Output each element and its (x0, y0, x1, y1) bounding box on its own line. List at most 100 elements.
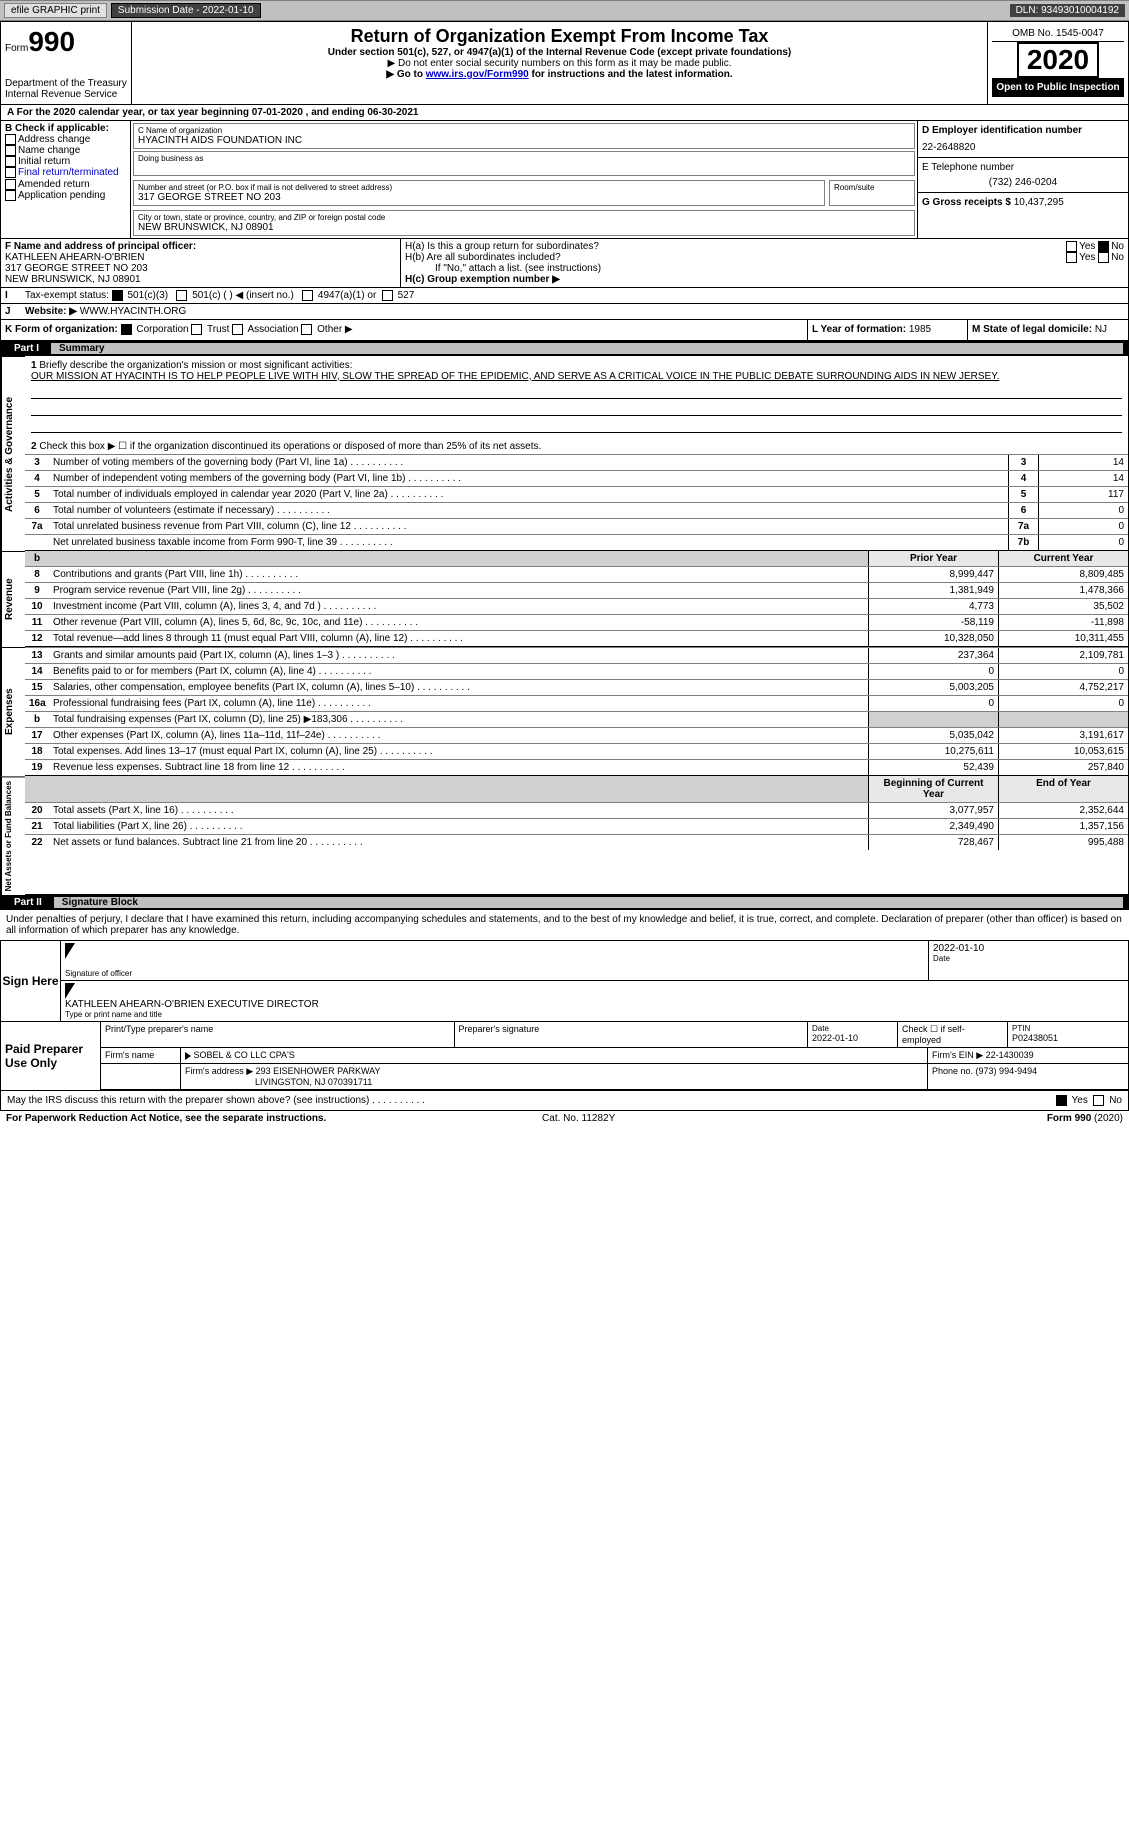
section-k-l-m: K Form of organization: Corporation Trus… (0, 320, 1129, 340)
cb-address-change[interactable] (5, 134, 16, 145)
hc-label: H(c) Group exemption number ▶ (405, 274, 1124, 285)
gov-row: 6 Total number of volunteers (estimate i… (25, 502, 1128, 518)
fin-row: 8 Contributions and grants (Part VIII, l… (25, 566, 1128, 582)
cb-501c3[interactable] (112, 290, 123, 301)
page-footer: For Paperwork Reduction Act Notice, see … (0, 1110, 1129, 1126)
note-ssn: Do not enter social security numbers on … (398, 58, 731, 69)
line1-label: Briefly describe the organization's miss… (39, 360, 352, 371)
b-title: B Check if applicable: (5, 123, 126, 134)
fin-row: 9 Program service revenue (Part VIII, li… (25, 582, 1128, 598)
cb-discuss-no[interactable] (1093, 1095, 1104, 1106)
gov-row: 7a Total unrelated business revenue from… (25, 518, 1128, 534)
fin-row: 17 Other expenses (Part IX, column (A), … (25, 727, 1128, 743)
cb-hb-yes[interactable] (1066, 252, 1077, 263)
cb-initial-return[interactable] (5, 156, 16, 167)
paid-preparer-block: Paid Preparer Use Only Print/Type prepar… (0, 1021, 1129, 1091)
ein: 22-2648820 (922, 142, 1124, 153)
room-label: Room/suite (834, 183, 910, 192)
city-state-zip: NEW BRUNSWICK, NJ 08901 (138, 222, 910, 233)
form-title: Return of Organization Exempt From Incom… (136, 26, 983, 47)
fin-row: 22 Net assets or fund balances. Subtract… (25, 834, 1128, 850)
section-j: J Website: ▶ WWW.HYACINTH.ORG (0, 304, 1129, 320)
efile-button[interactable]: efile GRAPHIC print (4, 3, 107, 18)
cb-corp[interactable] (121, 324, 132, 335)
fin-row: 14 Benefits paid to or for members (Part… (25, 663, 1128, 679)
gross-receipts: 10,437,295 (1014, 197, 1064, 208)
cb-name-change[interactable] (5, 145, 16, 156)
ha-label: H(a) Is this a group return for subordin… (405, 241, 1066, 252)
fin-row: 13 Grants and similar amounts paid (Part… (25, 647, 1128, 663)
hb-label: H(b) Are all subordinates included? (405, 252, 1066, 263)
fin-row: 20 Total assets (Part X, line 16) 3,077,… (25, 802, 1128, 818)
fin-row: 12 Total revenue—add lines 8 through 11 … (25, 630, 1128, 646)
fin-row: 19 Revenue less expenses. Subtract line … (25, 759, 1128, 775)
gov-row: 4 Number of independent voting members o… (25, 470, 1128, 486)
fin-row: 11 Other revenue (Part VIII, column (A),… (25, 614, 1128, 630)
city-label: City or town, state or province, country… (138, 213, 910, 222)
dept-label: Department of the Treasury Internal Reve… (5, 78, 127, 100)
governance-section: Activities & Governance 1 Briefly descri… (0, 356, 1129, 551)
discuss-line: May the IRS discuss this return with the… (0, 1091, 1129, 1110)
firm-phone: (973) 994-9494 (976, 1066, 1038, 1076)
gov-row: Net unrelated business taxable income fr… (25, 534, 1128, 550)
cb-527[interactable] (382, 290, 393, 301)
fin-row: 15 Salaries, other compensation, employe… (25, 679, 1128, 695)
cb-4947[interactable] (302, 290, 313, 301)
cb-discuss-yes[interactable] (1056, 1095, 1067, 1106)
org-name: HYACINTH AIDS FOUNDATION INC (138, 135, 910, 146)
year-formation: 1985 (909, 324, 931, 335)
sign-arrow-icon (65, 943, 75, 959)
fin-row: 10 Investment income (Part VIII, column … (25, 598, 1128, 614)
tax-year-line: A For the 2020 calendar year, or tax yea… (0, 105, 1129, 121)
cb-trust[interactable] (191, 324, 202, 335)
c-label: C Name of organization (138, 126, 910, 135)
website: WWW.HYACINTH.ORG (80, 306, 186, 317)
fin-row: b Total fundraising expenses (Part IX, c… (25, 711, 1128, 727)
phone: (732) 246-0204 (922, 177, 1124, 188)
officer-addr2: NEW BRUNSWICK, NJ 08901 (5, 274, 396, 285)
cb-final-return[interactable] (5, 167, 16, 178)
officer-addr1: 317 GEORGE STREET NO 203 (5, 263, 396, 274)
fin-row: 18 Total expenses. Add lines 13–17 (must… (25, 743, 1128, 759)
gov-row: 5 Total number of individuals employed i… (25, 486, 1128, 502)
form-subtitle: Under section 501(c), 527, or 4947(a)(1)… (136, 47, 983, 58)
tax-year: 2020 (1017, 42, 1099, 78)
state-domicile: NJ (1095, 324, 1107, 335)
officer-name: KATHLEEN AHEARN-O'BRIEN (5, 252, 396, 263)
open-inspection: Open to Public Inspection (992, 78, 1124, 97)
prep-date: 2022-01-10 (812, 1033, 858, 1043)
fin-row: 21 Total liabilities (Part X, line 26) 2… (25, 818, 1128, 834)
sign-arrow-icon-2 (65, 983, 75, 999)
part-i-bar: Part I Summary (0, 341, 1129, 356)
tri-icon (185, 1052, 191, 1060)
irs-link[interactable]: www.irs.gov/Form990 (426, 69, 529, 80)
top-toolbar: efile GRAPHIC print Submission Date - 20… (0, 0, 1129, 21)
fin-row: 16a Professional fundraising fees (Part … (25, 695, 1128, 711)
omb-number: 1545-0047 (1056, 28, 1104, 39)
cb-pending[interactable] (5, 190, 16, 201)
expenses-section: Expenses 13 Grants and similar amounts p… (0, 647, 1129, 776)
self-employed-check[interactable]: Check ☐ if self-employed (898, 1022, 1008, 1048)
firm-addr1: 293 EISENHOWER PARKWAY (256, 1066, 381, 1076)
firm-name: SOBEL & CO LLC CPA'S (194, 1050, 295, 1060)
cb-assoc[interactable] (232, 324, 243, 335)
cb-hb-no[interactable] (1098, 252, 1109, 263)
cb-other[interactable] (301, 324, 312, 335)
sign-date: 2022-01-10 (933, 943, 1124, 954)
form-header: Form990 Department of the Treasury Inter… (0, 21, 1129, 105)
part-ii-bar: Part II Signature Block (0, 895, 1129, 910)
gov-row: 3 Number of voting members of the govern… (25, 454, 1128, 470)
mission-text: OUR MISSION AT HYACINTH IS TO HELP PEOPL… (31, 371, 1122, 382)
cb-ha-no[interactable] (1098, 241, 1109, 252)
sign-here-block: Sign Here Signature of officer 2022-01-1… (0, 940, 1129, 1022)
cb-ha-yes[interactable] (1066, 241, 1077, 252)
addr-label: Number and street (or P.O. box if mail i… (138, 183, 820, 192)
ptin: P02438051 (1012, 1033, 1058, 1043)
f-label: F Name and address of principal officer: (5, 241, 396, 252)
section-i: I Tax-exempt status: 501(c)(3) 501(c) ( … (0, 288, 1129, 304)
street-address: 317 GEORGE STREET NO 203 (138, 192, 820, 203)
cb-501c[interactable] (176, 290, 187, 301)
officer-print-name: KATHLEEN AHEARN-O'BRIEN EXECUTIVE DIRECT… (65, 999, 1124, 1010)
cb-amended[interactable] (5, 179, 16, 190)
cat-no: Cat. No. 11282Y (542, 1113, 615, 1124)
